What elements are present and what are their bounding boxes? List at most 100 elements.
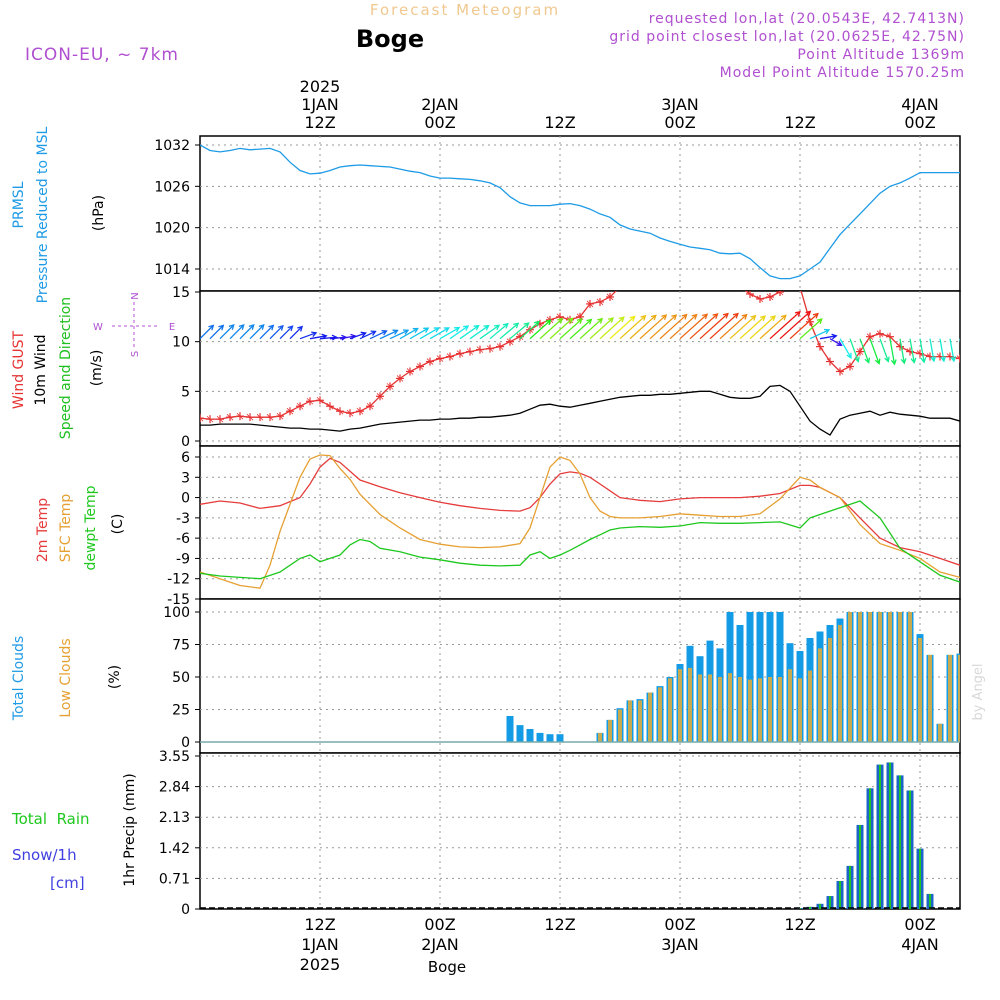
gust-marker	[746, 291, 754, 298]
pressure-ytick-label: 1014	[154, 262, 190, 278]
time-tick-label: 2JAN	[421, 935, 459, 954]
wind-arrow-shaft	[269, 325, 284, 340]
clouds-plot	[200, 612, 960, 743]
gust-marker-d	[756, 295, 764, 303]
precip-bar	[906, 790, 914, 909]
wind-arrow-shaft	[519, 321, 540, 340]
gust-marker-d	[506, 338, 514, 345]
wind-arrow	[419, 327, 440, 340]
wind-arrow	[849, 338, 860, 363]
wind-arrow	[349, 331, 367, 340]
wind-arrow-head	[523, 322, 530, 328]
wind-arrow	[229, 324, 245, 340]
precip-bar-rain	[829, 896, 831, 909]
low-clouds-bar	[878, 612, 882, 742]
wind-arrow-shaft	[759, 314, 787, 340]
wind-arrow	[629, 314, 657, 340]
wind-arrow	[799, 318, 823, 340]
wind-arrow	[549, 317, 574, 340]
gust-marker-d	[386, 383, 394, 390]
wind-arrow-head	[331, 334, 338, 341]
wind-arrow-shaft	[449, 325, 469, 340]
wind-arrow	[479, 324, 501, 340]
time-tick-label: 12Z	[784, 915, 815, 934]
clouds-ytick-label: 75	[172, 638, 190, 654]
low-clouds-bar	[688, 667, 692, 742]
pressure-plot	[200, 144, 960, 280]
gust-marker	[276, 412, 284, 421]
wind-arrow	[699, 312, 729, 340]
wind-arrow	[709, 312, 739, 340]
precip-bar	[896, 775, 904, 909]
precipitation-ytick-label: 0	[181, 902, 190, 918]
low-clouds-label: Low Clouds	[58, 638, 74, 717]
pressure-frame	[199, 135, 961, 292]
precip-bar-rain	[869, 788, 871, 909]
gust-marker-d	[256, 413, 264, 421]
wind-arrow	[539, 317, 564, 340]
wind-arrow-shaft	[429, 327, 449, 340]
wind-arrow-head	[423, 327, 430, 333]
wind-arrow	[589, 317, 615, 340]
total-clouds-bar	[746, 612, 754, 742]
wind-arrow-shaft	[789, 313, 819, 340]
gust-marker-d	[866, 333, 874, 340]
wind-arrow	[369, 330, 388, 340]
wind-arrow-shaft	[639, 314, 667, 340]
wind-arrow-shaft	[249, 324, 265, 340]
total-clouds-bar	[506, 716, 514, 742]
wind-arrow	[599, 316, 625, 340]
gust-marker	[376, 392, 384, 401]
gust-marker-d	[306, 397, 314, 405]
wind-arrow	[689, 313, 719, 340]
wind-arrow-head	[513, 322, 520, 329]
low-clouds-bar	[638, 700, 642, 742]
wind-arrow-head	[722, 312, 729, 319]
temperature-frame	[199, 445, 961, 600]
wind-arrow	[929, 338, 937, 363]
precip-labels: Total Rain Snow/1h [cm] 1hr Precip (mm)	[11, 773, 138, 892]
wind-arrow	[299, 331, 318, 340]
gust-marker	[776, 291, 784, 296]
wind-arrow-head	[443, 327, 450, 333]
gust-marker-d	[356, 407, 364, 415]
gust-marker-d	[416, 363, 424, 370]
wind-arrow-shaft	[489, 323, 509, 340]
gust-marker	[286, 407, 294, 416]
gust-marker-d	[296, 402, 304, 410]
gust-marker	[356, 407, 364, 416]
low-clouds-bar	[908, 612, 912, 742]
wind-arrow	[729, 314, 757, 340]
wind-arrow	[919, 338, 927, 364]
wind-panel: 0 5 10 15	[172, 285, 961, 450]
wind-arrow	[379, 329, 399, 340]
gust-marker-d	[586, 300, 594, 308]
wind-arrow-shaft	[939, 338, 945, 362]
gust-marker	[366, 402, 374, 411]
gust-marker-d	[856, 348, 864, 355]
wind-arrow	[789, 312, 819, 340]
time-tick-label: 2025	[300, 77, 341, 96]
low-clouds-bar	[848, 612, 852, 742]
precip-bar-rain	[859, 824, 861, 909]
snow-unit: [cm]	[50, 874, 85, 892]
wind-arrow-shaft	[669, 314, 698, 340]
wind-arrow-head	[671, 314, 678, 321]
gust-marker-d	[806, 318, 814, 326]
wind-arrow	[839, 338, 852, 359]
wind-arrow-head	[846, 352, 852, 359]
wind-arrow-head	[884, 356, 890, 363]
time-tick-label: 12Z	[304, 915, 335, 934]
wind-arrow-head	[238, 324, 245, 330]
low-clouds-bar	[898, 612, 902, 742]
time-tick-label: 12Z	[304, 113, 335, 132]
time-tick-label: 2025	[300, 955, 341, 974]
clouds-ytick-label: 50	[172, 670, 190, 686]
low-clouds-bar	[668, 678, 672, 742]
wind-plot	[200, 291, 960, 436]
gust-marker	[496, 342, 504, 351]
precip-bar	[806, 906, 814, 909]
time-tick-label: 00Z	[664, 915, 695, 934]
wind-arrow-head	[900, 358, 907, 365]
wind-arrow-shaft	[459, 325, 479, 340]
